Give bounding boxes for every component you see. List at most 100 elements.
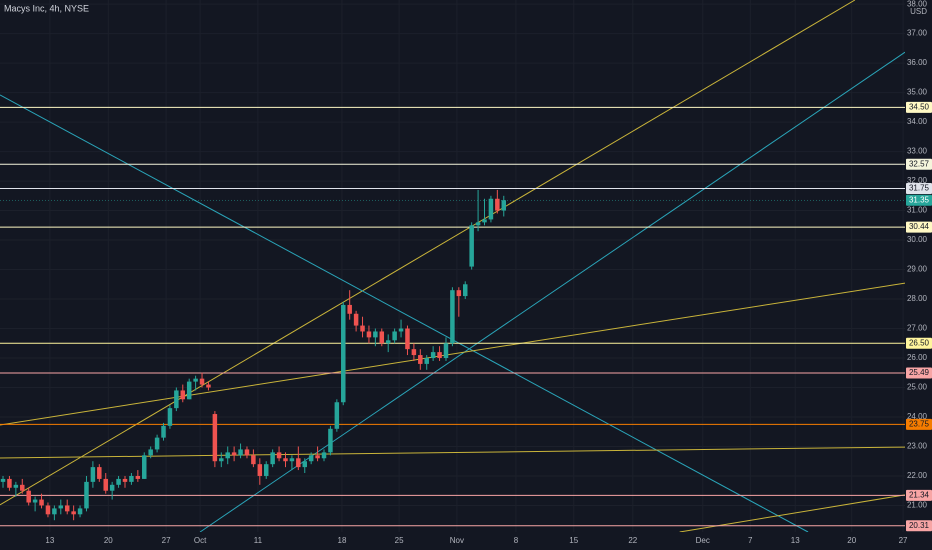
candle-body [212, 414, 218, 462]
candle-body [142, 455, 147, 479]
x-tick-label: Oct [194, 536, 207, 545]
candle-body [39, 499, 44, 506]
x-tick-label: 25 [395, 536, 404, 545]
y-tick-label: 37.00 [907, 29, 928, 38]
candle-body [469, 225, 474, 267]
candle-body [129, 475, 134, 482]
candle-body [135, 475, 141, 479]
candle-body [501, 200, 507, 211]
candle-body [97, 467, 102, 479]
candle-body [437, 352, 442, 359]
last-price-label: 31.35 [909, 195, 930, 204]
candle-body [405, 328, 410, 350]
candle-body [193, 378, 198, 382]
candle-body [52, 508, 57, 515]
candle-body [424, 358, 429, 364]
candle-body [103, 478, 108, 491]
candle-body [347, 304, 352, 314]
y-tick-label: 25.00 [907, 383, 928, 392]
y-tick-label: 24.00 [907, 412, 928, 421]
candle-body [308, 455, 314, 462]
candle-body [180, 390, 186, 400]
candle-body [71, 511, 76, 515]
y-tick-label: 34.00 [907, 117, 928, 126]
candle-body [206, 384, 211, 388]
candle-body [7, 478, 12, 488]
x-tick-label: 15 [569, 536, 578, 545]
x-tick-label: 20 [104, 536, 113, 545]
y-tick-label: 23.00 [907, 442, 928, 451]
candle-body [154, 437, 160, 450]
candle-body [321, 452, 327, 459]
candle-body [231, 452, 237, 456]
level-label-bg [906, 489, 932, 501]
y-tick-label: 28.00 [907, 294, 928, 303]
y-tick-label: 33.00 [907, 147, 928, 156]
candle-body [251, 455, 256, 465]
x-tick-label: Nov [450, 536, 464, 545]
chart-title: Macys Inc, 4h, NYSE [4, 3, 89, 13]
candle-body [495, 198, 500, 211]
level-label-bg [906, 182, 932, 194]
candle-body [270, 452, 275, 465]
candle-body [328, 428, 333, 453]
y-tick-label: 27.00 [907, 324, 928, 333]
level-label: 20.31 [909, 521, 930, 530]
candle-body [276, 452, 282, 459]
candle-body [77, 508, 83, 515]
x-tick-label: 11 [254, 536, 263, 545]
y-tick-label: 38.00 [907, 0, 928, 8]
candle-body [430, 352, 436, 359]
candle-body [385, 340, 391, 344]
y-tick-label: 36.00 [907, 58, 928, 67]
candle-body [398, 328, 404, 332]
level-label: 21.34 [909, 491, 930, 500]
candle-body [20, 484, 25, 491]
level-label-bg [906, 520, 932, 532]
level-label: 25.49 [909, 368, 930, 377]
candle-body [334, 402, 340, 429]
x-tick-label: 8 [514, 536, 519, 545]
x-tick-label: 13 [791, 536, 800, 545]
candle-body [411, 349, 417, 356]
level-label-bg [906, 158, 932, 170]
x-tick-label: 13 [45, 536, 54, 545]
level-label: 26.50 [909, 338, 930, 347]
candle-body [379, 331, 385, 344]
y-tick-label: 31.00 [907, 206, 928, 215]
candle-body [186, 381, 192, 400]
currency-label: USD [910, 7, 927, 16]
candle-body [283, 458, 288, 462]
candle-body [225, 452, 230, 459]
candle-body [199, 378, 205, 385]
candle-body [244, 449, 250, 456]
candle-body [315, 455, 320, 459]
candle-body [366, 331, 372, 338]
y-tick-label: 21.00 [907, 501, 928, 510]
level-label: 30.44 [909, 222, 930, 231]
y-tick-label: 32.00 [907, 176, 928, 185]
candle-body [462, 284, 468, 297]
x-tick-label: 18 [338, 536, 347, 545]
x-tick-label: Dec [696, 536, 710, 545]
candle-body [26, 490, 31, 503]
candle-body [289, 458, 295, 462]
candle-body [257, 464, 263, 476]
candle-body [45, 505, 51, 515]
candle-body [90, 467, 96, 482]
level-label-bg [906, 101, 932, 113]
trend-line [0, 94, 809, 533]
candle-body [392, 331, 397, 341]
candle-body [296, 458, 301, 468]
candle-body [174, 390, 179, 409]
candle-body [219, 458, 224, 462]
x-tick-label: 27 [899, 536, 908, 545]
level-label: 31.75 [909, 184, 930, 193]
candle-body [64, 505, 70, 512]
candle-body [341, 304, 346, 403]
y-tick-label: 22.00 [907, 471, 928, 480]
candle-body [482, 219, 487, 223]
candle-body [353, 313, 359, 326]
candle-body [263, 464, 269, 476]
